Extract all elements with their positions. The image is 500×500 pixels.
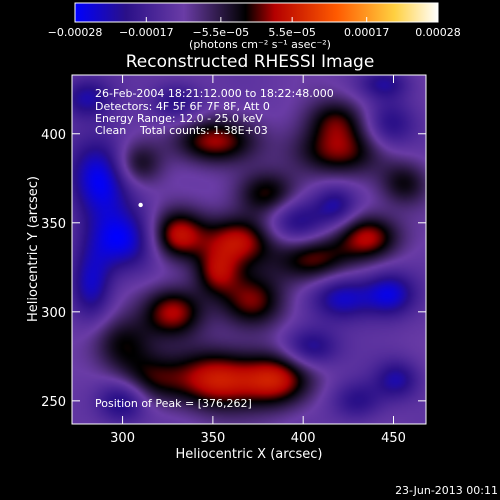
time-range-text: 26-Feb-2004 18:21:12.000 to 18:22:48.000 xyxy=(95,87,334,100)
colorbar-ticks: −0.00028 −0.00017 −5.5e−05 5.5e−05 0.00017 0.… xyxy=(48,17,461,39)
plot-frame xyxy=(71,74,427,425)
colorbar-units: (photons cm⁻² s⁻¹ asec⁻²) xyxy=(189,38,331,51)
chart-title: Reconstructed RHESSI Image xyxy=(126,52,375,72)
colorbar: −0.00028 −0.00017 −5.5e−05 5.5e−05 0.00017 0.… xyxy=(48,2,461,51)
plot-timestamp: 23-Jun-2013 00:11 xyxy=(395,484,498,497)
x-tick-label: 400 xyxy=(291,431,316,446)
energy-range-text: Energy Range: 12.0 - 25.0 keV xyxy=(95,112,263,125)
detectors-text: Detectors: 4F 5F 6F 7F 8F, Att 0 xyxy=(95,100,270,113)
colorbar-tick-label: −0.00017 xyxy=(119,26,174,39)
y-axis-ticks: 250 300 350 400 xyxy=(41,128,426,410)
total-counts-text: Total counts: 1.38E+03 xyxy=(139,124,268,137)
peak-position-text: Position of Peak = [376,262] xyxy=(95,397,252,410)
colorbar-tick-label: −0.00028 xyxy=(48,26,103,39)
y-tick-label: 400 xyxy=(41,128,66,143)
x-tick-label: 350 xyxy=(200,431,225,446)
heatmap-raster xyxy=(72,75,426,424)
y-tick-label: 250 xyxy=(41,395,66,410)
clean-text: Clean xyxy=(95,124,126,137)
source-marker xyxy=(138,202,143,208)
colorbar-tick-label: −5.5e−05 xyxy=(192,26,249,39)
x-tick-label: 300 xyxy=(110,431,135,446)
x-axis-ticks: 300 350 400 450 xyxy=(110,75,406,446)
x-axis-label: Heliocentric X (arcsec) xyxy=(176,447,323,462)
colorbar-tick-label: 0.00028 xyxy=(415,26,461,39)
info-block: 26-Feb-2004 18:21:12.000 to 18:22:48.000… xyxy=(95,87,334,410)
heatmap-image xyxy=(72,75,426,424)
x-tick-label: 450 xyxy=(381,431,406,446)
colorbar-tick-label: 0.00017 xyxy=(344,26,390,39)
y-tick-label: 350 xyxy=(41,217,66,232)
colorbar-gradient xyxy=(74,2,439,23)
y-tick-label: 300 xyxy=(41,306,66,321)
colorbar-tick-label: 5.5e−05 xyxy=(268,26,315,39)
y-axis-label: Heliocentric Y (arcsec) xyxy=(26,176,41,322)
